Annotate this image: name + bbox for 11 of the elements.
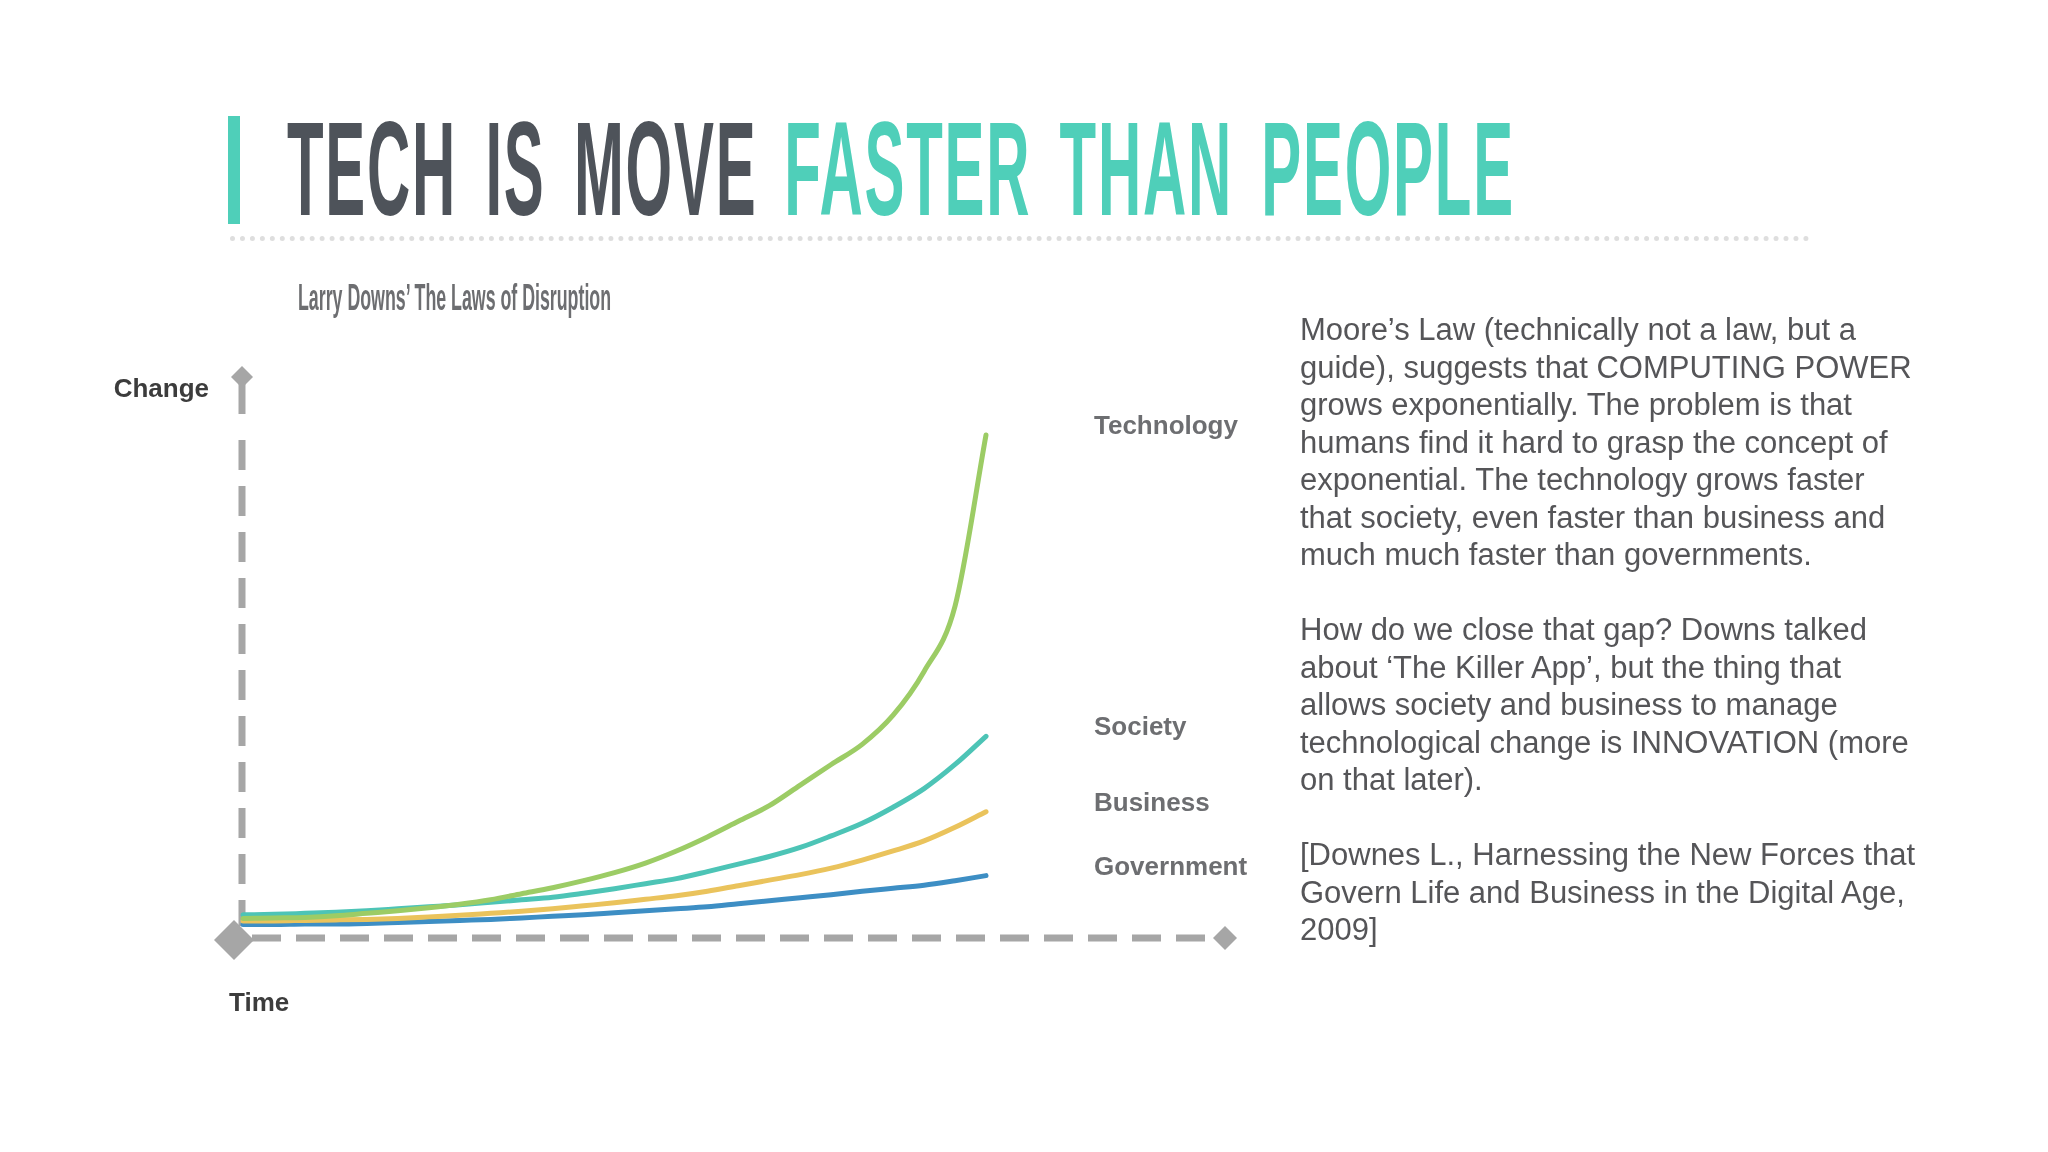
chart-title: TECH IS MOVE FASTER THAN PEOPLE bbox=[287, 95, 1515, 243]
text: Moore’s Law (technically not a law, but a guide), suggests that COMPUTING POWER grows exponentially. The problem is that humans find it hard to grasp the concept of exponential. The technology grows faster that society, even faster than business and much much faster than governments. bbox=[1300, 311, 1913, 574]
text: Society bbox=[1094, 711, 1188, 742]
chart-subtitle: Larry Downs’ The Laws of Disruption bbox=[298, 277, 612, 318]
text: Government bbox=[1094, 850, 1248, 881]
text: [Downes L., Harnessing the New Forces that Govern Life and Business in the Digital Age, 2009] bbox=[1300, 836, 1917, 949]
text: Technology bbox=[1094, 410, 1239, 441]
x-axis-title: Time bbox=[229, 987, 290, 1017]
text: Business bbox=[1094, 786, 1210, 817]
text: How do we close that gap? Downs talked about ‘The Killer App’, but the thing that allows society and business to manage technological change is INNOVATION (more on that later). bbox=[1300, 611, 1910, 799]
y-axis-title: Change bbox=[113, 373, 209, 403]
